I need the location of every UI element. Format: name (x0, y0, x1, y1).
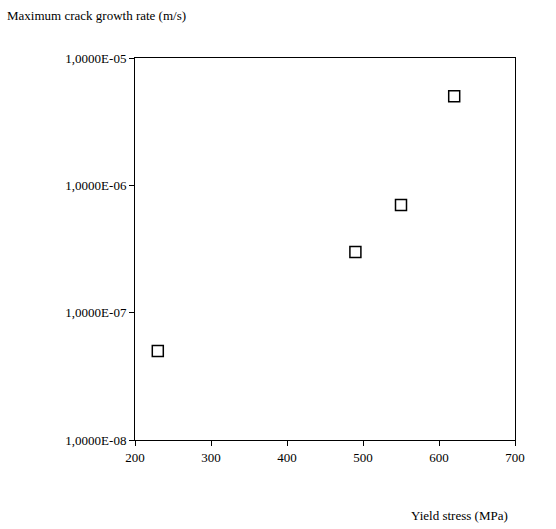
svg-text:1,0000E-05: 1,0000E-05 (65, 51, 126, 66)
svg-text:1,0000E-08: 1,0000E-08 (65, 433, 126, 448)
svg-text:1,0000E-07: 1,0000E-07 (65, 305, 127, 320)
svg-text:Maximum crack growth rate (m/s: Maximum crack growth rate (m/s) (7, 8, 186, 23)
svg-text:1,0000E-06: 1,0000E-06 (65, 178, 127, 193)
svg-text:200: 200 (125, 450, 145, 465)
svg-text:300: 300 (201, 450, 221, 465)
svg-text:400: 400 (277, 450, 297, 465)
svg-text:600: 600 (429, 450, 449, 465)
svg-text:700: 700 (505, 450, 525, 465)
svg-text:Yield stress (MPa): Yield stress (MPa) (411, 508, 508, 523)
svg-text:500: 500 (353, 450, 373, 465)
